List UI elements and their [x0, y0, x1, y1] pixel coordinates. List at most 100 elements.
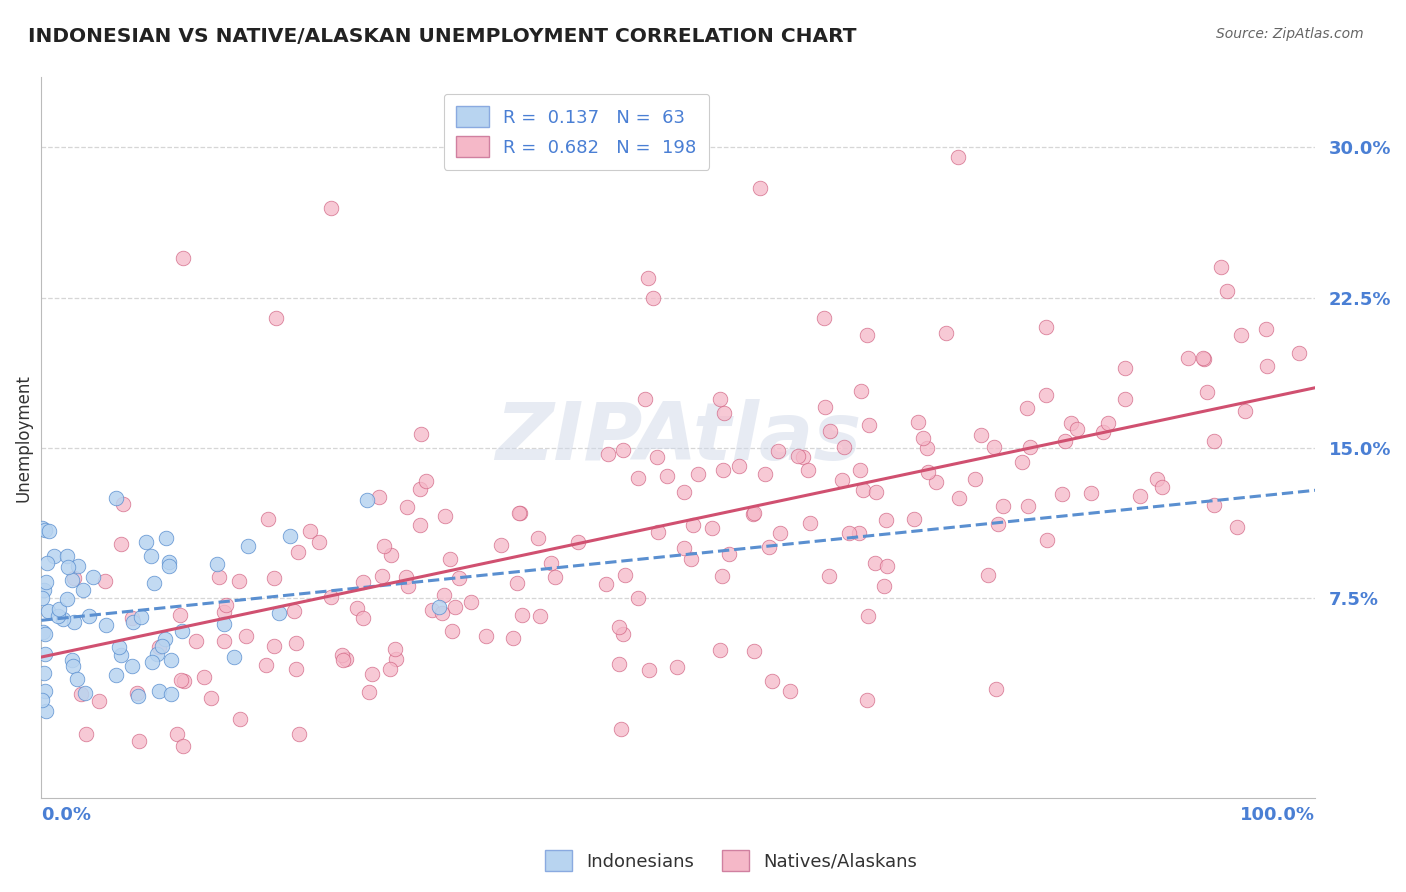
Point: [77, 608, 100, 623]
Point: [173, 674, 195, 689]
Text: INDONESIAN VS NATIVE/ALASKAN UNEMPLOYMENT CORRELATION CHART: INDONESIAN VS NATIVE/ALASKAN UNEMPLOYMEN…: [28, 27, 856, 45]
Point: [32, 583, 55, 598]
Point: [148, 684, 170, 698]
Point: [395, 570, 418, 584]
Point: [48, 602, 70, 616]
Point: [169, 608, 191, 623]
Point: [35, 556, 58, 570]
Point: [193, 670, 215, 684]
Point: [1256, 359, 1278, 373]
Point: [415, 474, 437, 488]
Point: [34, 665, 56, 680]
Point: [288, 727, 311, 741]
Point: [264, 310, 287, 325]
Point: [121, 658, 143, 673]
Point: [1152, 480, 1174, 494]
Point: [655, 469, 678, 483]
Point: [128, 734, 150, 748]
Text: Source: ZipAtlas.com: Source: ZipAtlas.com: [1216, 27, 1364, 41]
Point: [172, 739, 194, 753]
Point: [540, 556, 562, 570]
Point: [1066, 422, 1088, 436]
Legend: Indonesians, Natives/Alaskans: Indonesians, Natives/Alaskans: [538, 843, 924, 879]
Point: [758, 540, 780, 554]
Point: [1192, 352, 1215, 367]
Point: [208, 570, 231, 584]
Point: [634, 392, 657, 406]
Text: 100.0%: 100.0%: [1240, 805, 1315, 824]
Point: [409, 482, 432, 496]
Point: [856, 693, 879, 707]
Point: [122, 615, 145, 629]
Point: [1192, 351, 1215, 365]
Point: [831, 473, 853, 487]
Point: [172, 251, 194, 265]
Point: [509, 507, 531, 521]
Point: [1226, 519, 1249, 533]
Point: [1177, 351, 1199, 366]
Point: [35, 705, 58, 719]
Point: [441, 624, 464, 638]
Point: [31, 521, 53, 535]
Point: [420, 602, 443, 616]
Point: [1019, 441, 1042, 455]
Point: [346, 601, 368, 615]
Point: [56, 592, 79, 607]
Point: [170, 673, 193, 687]
Point: [284, 636, 307, 650]
Point: [673, 541, 696, 556]
Point: [235, 629, 257, 643]
Point: [1256, 322, 1278, 336]
Point: [907, 415, 929, 429]
Point: [1197, 385, 1219, 400]
Point: [813, 310, 835, 325]
Point: [1114, 392, 1136, 406]
Point: [865, 485, 887, 500]
Point: [141, 549, 163, 563]
Point: [284, 662, 307, 676]
Point: [155, 531, 177, 545]
Point: [380, 548, 402, 562]
Point: [60, 653, 83, 667]
Point: [127, 690, 149, 704]
Point: [512, 607, 534, 622]
Point: [134, 535, 156, 549]
Point: [46, 608, 69, 623]
Point: [287, 545, 309, 559]
Point: [991, 499, 1014, 513]
Point: [502, 631, 524, 645]
Point: [742, 644, 765, 658]
Point: [1202, 498, 1225, 512]
Point: [1233, 404, 1256, 418]
Y-axis label: Unemployment: Unemployment: [15, 374, 32, 501]
Point: [1092, 425, 1115, 439]
Point: [917, 465, 939, 479]
Point: [94, 574, 117, 589]
Point: [143, 576, 166, 591]
Point: [903, 512, 925, 526]
Point: [75, 727, 97, 741]
Point: [222, 650, 245, 665]
Point: [710, 568, 733, 582]
Point: [977, 568, 1000, 582]
Point: [384, 642, 406, 657]
Point: [641, 291, 664, 305]
Point: [335, 652, 357, 666]
Point: [66, 558, 89, 573]
Point: [567, 535, 589, 549]
Point: [672, 485, 695, 500]
Point: [627, 471, 650, 485]
Point: [647, 450, 669, 464]
Point: [915, 441, 938, 455]
Point: [141, 656, 163, 670]
Point: [172, 624, 194, 639]
Point: [439, 552, 461, 566]
Point: [838, 525, 860, 540]
Point: [948, 151, 970, 165]
Point: [935, 326, 957, 341]
Point: [212, 605, 235, 619]
Point: [214, 616, 236, 631]
Point: [280, 529, 302, 543]
Point: [508, 507, 530, 521]
Point: [834, 441, 856, 455]
